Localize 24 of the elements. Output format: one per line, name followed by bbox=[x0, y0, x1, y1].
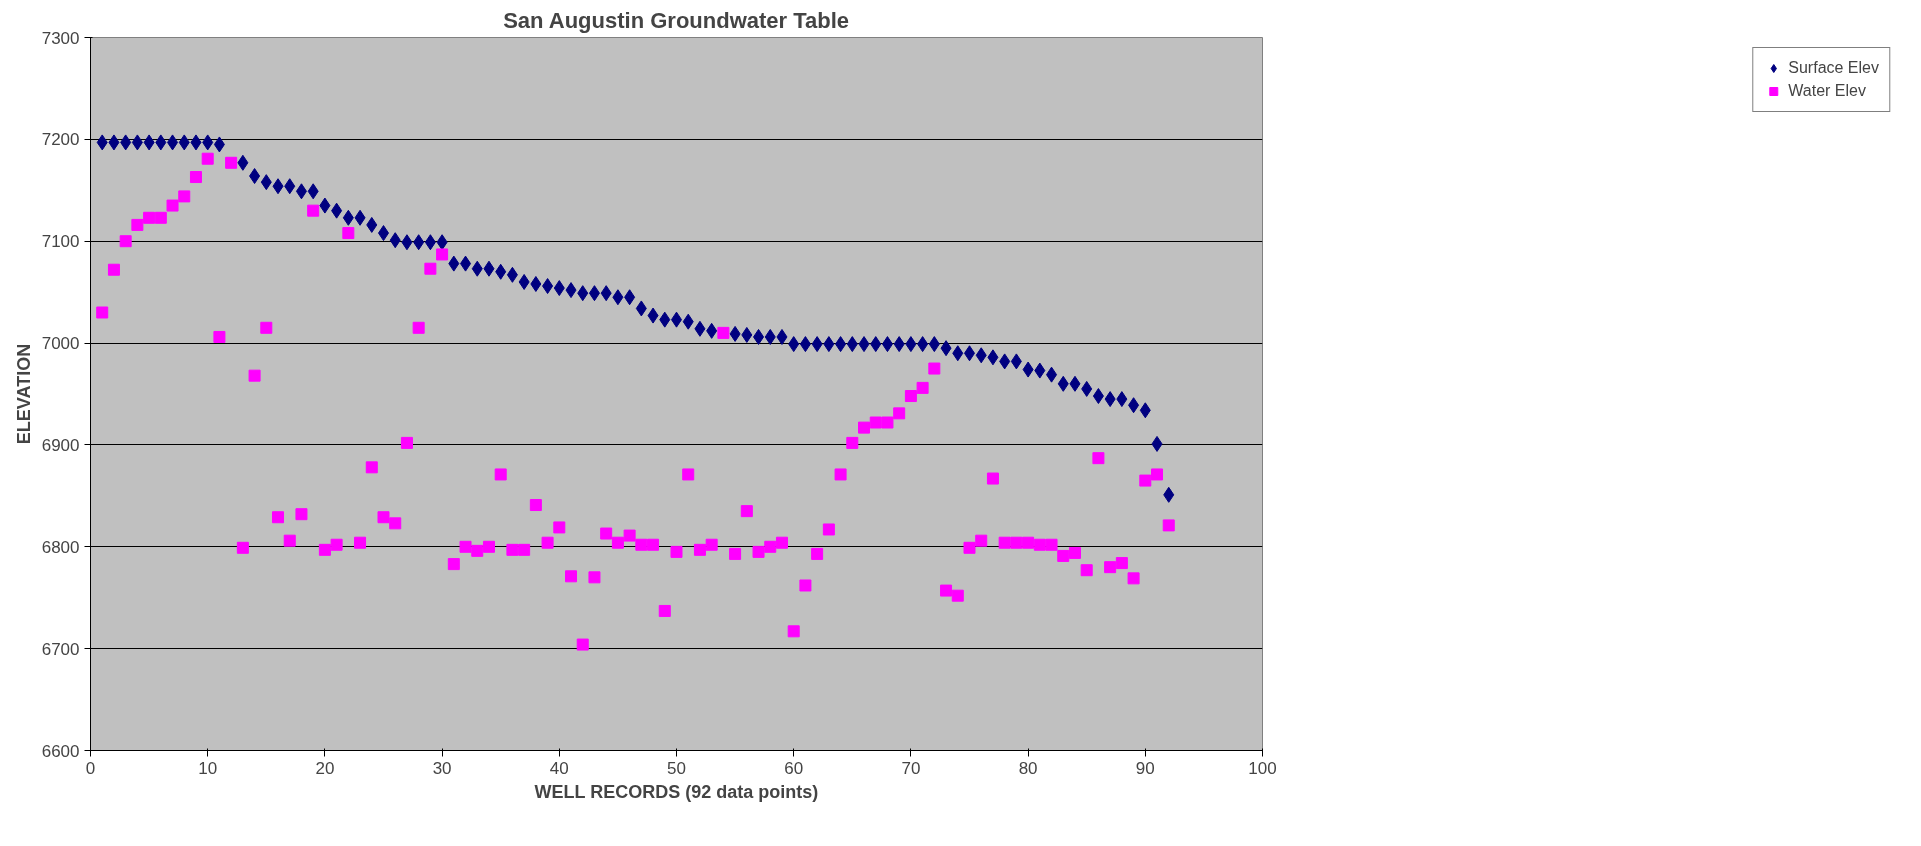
y-tick-label: 6600 bbox=[41, 741, 80, 761]
x-tick-label: 90 bbox=[1135, 758, 1155, 778]
y-axis-title: ELEVATION bbox=[13, 343, 34, 445]
y-tick-label: 6900 bbox=[41, 435, 80, 455]
chart-title: San Augustin Groundwater Table bbox=[503, 7, 850, 33]
x-axis-title: WELL RECORDS (92 data points) bbox=[534, 781, 819, 802]
y-tick-label: 7200 bbox=[41, 130, 80, 150]
x-tick-label: 70 bbox=[901, 758, 921, 778]
y-tick-label: 7100 bbox=[41, 232, 80, 252]
x-tick-label: 30 bbox=[432, 758, 452, 778]
x-tick-label: 10 bbox=[198, 758, 218, 778]
x-tick-label: 0 bbox=[85, 758, 96, 778]
y-tick-label: 6800 bbox=[41, 537, 80, 557]
y-tick-label: 6700 bbox=[41, 639, 80, 659]
x-tick-label: 60 bbox=[784, 758, 804, 778]
y-tick-label: 7300 bbox=[41, 28, 80, 48]
legend-label: Surface Elev bbox=[1788, 59, 1879, 77]
x-tick-label: 40 bbox=[549, 758, 569, 778]
x-tick-label: 80 bbox=[1018, 758, 1038, 778]
x-tick-label: 50 bbox=[667, 758, 686, 778]
legend-label: Water Elev bbox=[1788, 82, 1866, 100]
y-tick-label: 7000 bbox=[41, 334, 80, 354]
x-tick-label: 100 bbox=[1248, 758, 1277, 778]
x-tick-label: 20 bbox=[315, 758, 335, 778]
